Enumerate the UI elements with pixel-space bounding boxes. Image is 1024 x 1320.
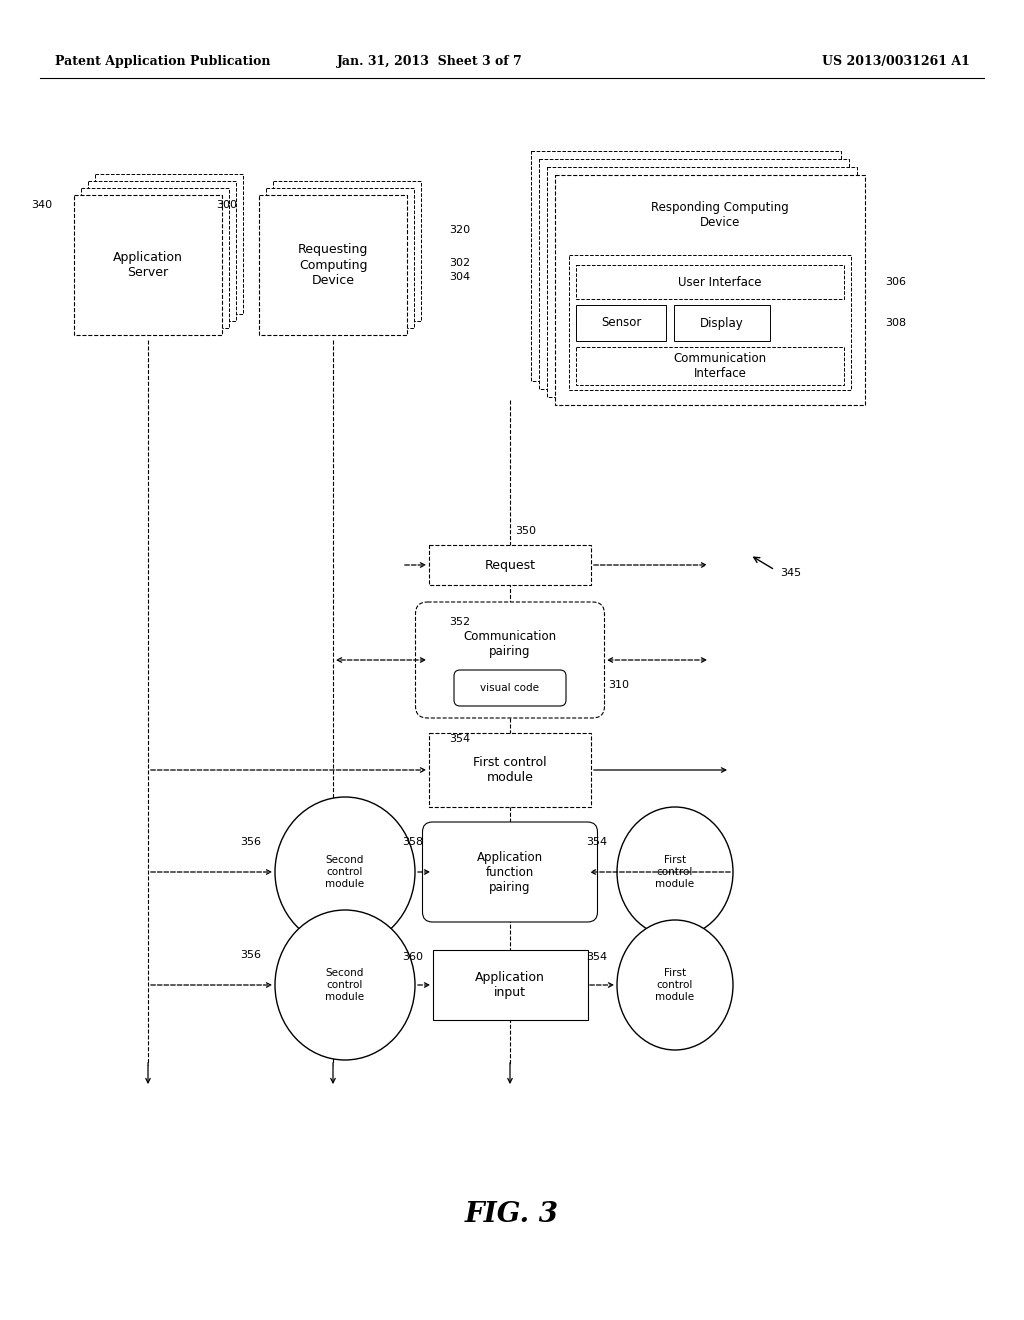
Text: 354: 354 [586, 837, 607, 847]
Bar [539, 158, 849, 389]
Bar [88, 181, 236, 321]
Text: 345: 345 [780, 568, 801, 578]
Text: visual code: visual code [480, 682, 540, 693]
Bar [81, 187, 229, 327]
Text: 306: 306 [885, 277, 906, 286]
Text: 360: 360 [402, 952, 423, 962]
FancyBboxPatch shape [454, 671, 566, 706]
Ellipse shape [617, 920, 733, 1049]
FancyBboxPatch shape [416, 602, 604, 718]
Text: Application
function
pairing: Application function pairing [477, 850, 543, 894]
Text: Jan. 31, 2013  Sheet 3 of 7: Jan. 31, 2013 Sheet 3 of 7 [337, 55, 523, 69]
Bar [259, 195, 407, 335]
Bar [555, 176, 865, 405]
Bar [433, 950, 588, 1020]
Bar [266, 187, 414, 327]
Text: Sensor: Sensor [601, 317, 641, 330]
Ellipse shape [275, 797, 415, 946]
Text: 308: 308 [885, 318, 906, 327]
Text: 354: 354 [449, 734, 470, 744]
Bar [429, 545, 591, 585]
Text: 300: 300 [216, 201, 237, 210]
Text: Application
input: Application input [475, 972, 545, 999]
Bar [273, 181, 421, 321]
Text: US 2013/0031261 A1: US 2013/0031261 A1 [822, 55, 970, 69]
Ellipse shape [617, 807, 733, 937]
Bar [575, 265, 844, 300]
Bar [95, 174, 243, 314]
Text: Responding Computing
Device: Responding Computing Device [651, 201, 788, 228]
Bar [575, 305, 666, 341]
Text: Patent Application Publication: Patent Application Publication [55, 55, 270, 69]
Bar [569, 255, 851, 389]
Text: 302: 302 [449, 257, 470, 268]
Text: First control
module: First control module [473, 756, 547, 784]
Text: 310: 310 [608, 680, 629, 690]
Text: 354: 354 [586, 952, 607, 962]
Text: Communication
Interface: Communication Interface [674, 352, 767, 380]
Text: First
control
module: First control module [655, 855, 694, 888]
Text: FIG. 3: FIG. 3 [465, 1201, 559, 1229]
Text: 340: 340 [31, 201, 52, 210]
Text: User Interface: User Interface [678, 276, 762, 289]
Text: 304: 304 [449, 272, 470, 282]
Text: Application
Server: Application Server [113, 251, 183, 279]
Bar [674, 305, 770, 341]
Text: Requesting
Computing
Device: Requesting Computing Device [298, 243, 369, 286]
Bar [575, 347, 844, 385]
Bar [547, 168, 857, 397]
Text: 350: 350 [515, 525, 536, 536]
Text: 356: 356 [240, 837, 261, 847]
Text: First
control
module: First control module [655, 969, 694, 1002]
Text: 320: 320 [449, 224, 470, 235]
Text: Second
control
module: Second control module [326, 855, 365, 888]
Text: Display: Display [700, 317, 743, 330]
Text: Request: Request [484, 558, 536, 572]
Bar [531, 150, 841, 381]
Text: 356: 356 [240, 950, 261, 960]
Text: Communication
pairing: Communication pairing [464, 630, 557, 657]
Ellipse shape [275, 909, 415, 1060]
Text: 352: 352 [449, 616, 470, 627]
Text: Second
control
module: Second control module [326, 969, 365, 1002]
Bar [429, 733, 591, 807]
Bar [74, 195, 222, 335]
FancyBboxPatch shape [423, 822, 597, 921]
Text: 358: 358 [401, 837, 423, 847]
